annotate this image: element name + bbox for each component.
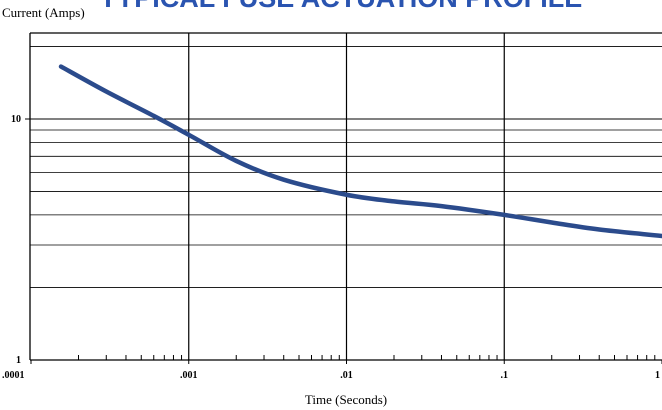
x-tick-label: .01 (340, 370, 353, 381)
x-tick-label: .001 (180, 370, 198, 381)
x-tick-label: 1 (655, 370, 660, 381)
grid (25, 32, 662, 360)
y-tick-label: 10 (11, 114, 21, 125)
y-axis-label: Current (Amps) (2, 5, 85, 20)
x-minor-ticks (30, 355, 662, 364)
x-axis-label: Time (Seconds) (305, 392, 387, 407)
y-tick-label: 1 (16, 355, 21, 366)
x-tick-label: .0001 (2, 370, 25, 381)
tick-labels: .0001 .001 .01 .1 1 1 10 (2, 114, 660, 381)
x-tick-label: .1 (501, 370, 509, 381)
chart-title: TYPICAL FUSE ACTUATION PROFILE (100, 0, 583, 13)
series-line (58, 64, 662, 239)
series-layer (58, 64, 662, 239)
